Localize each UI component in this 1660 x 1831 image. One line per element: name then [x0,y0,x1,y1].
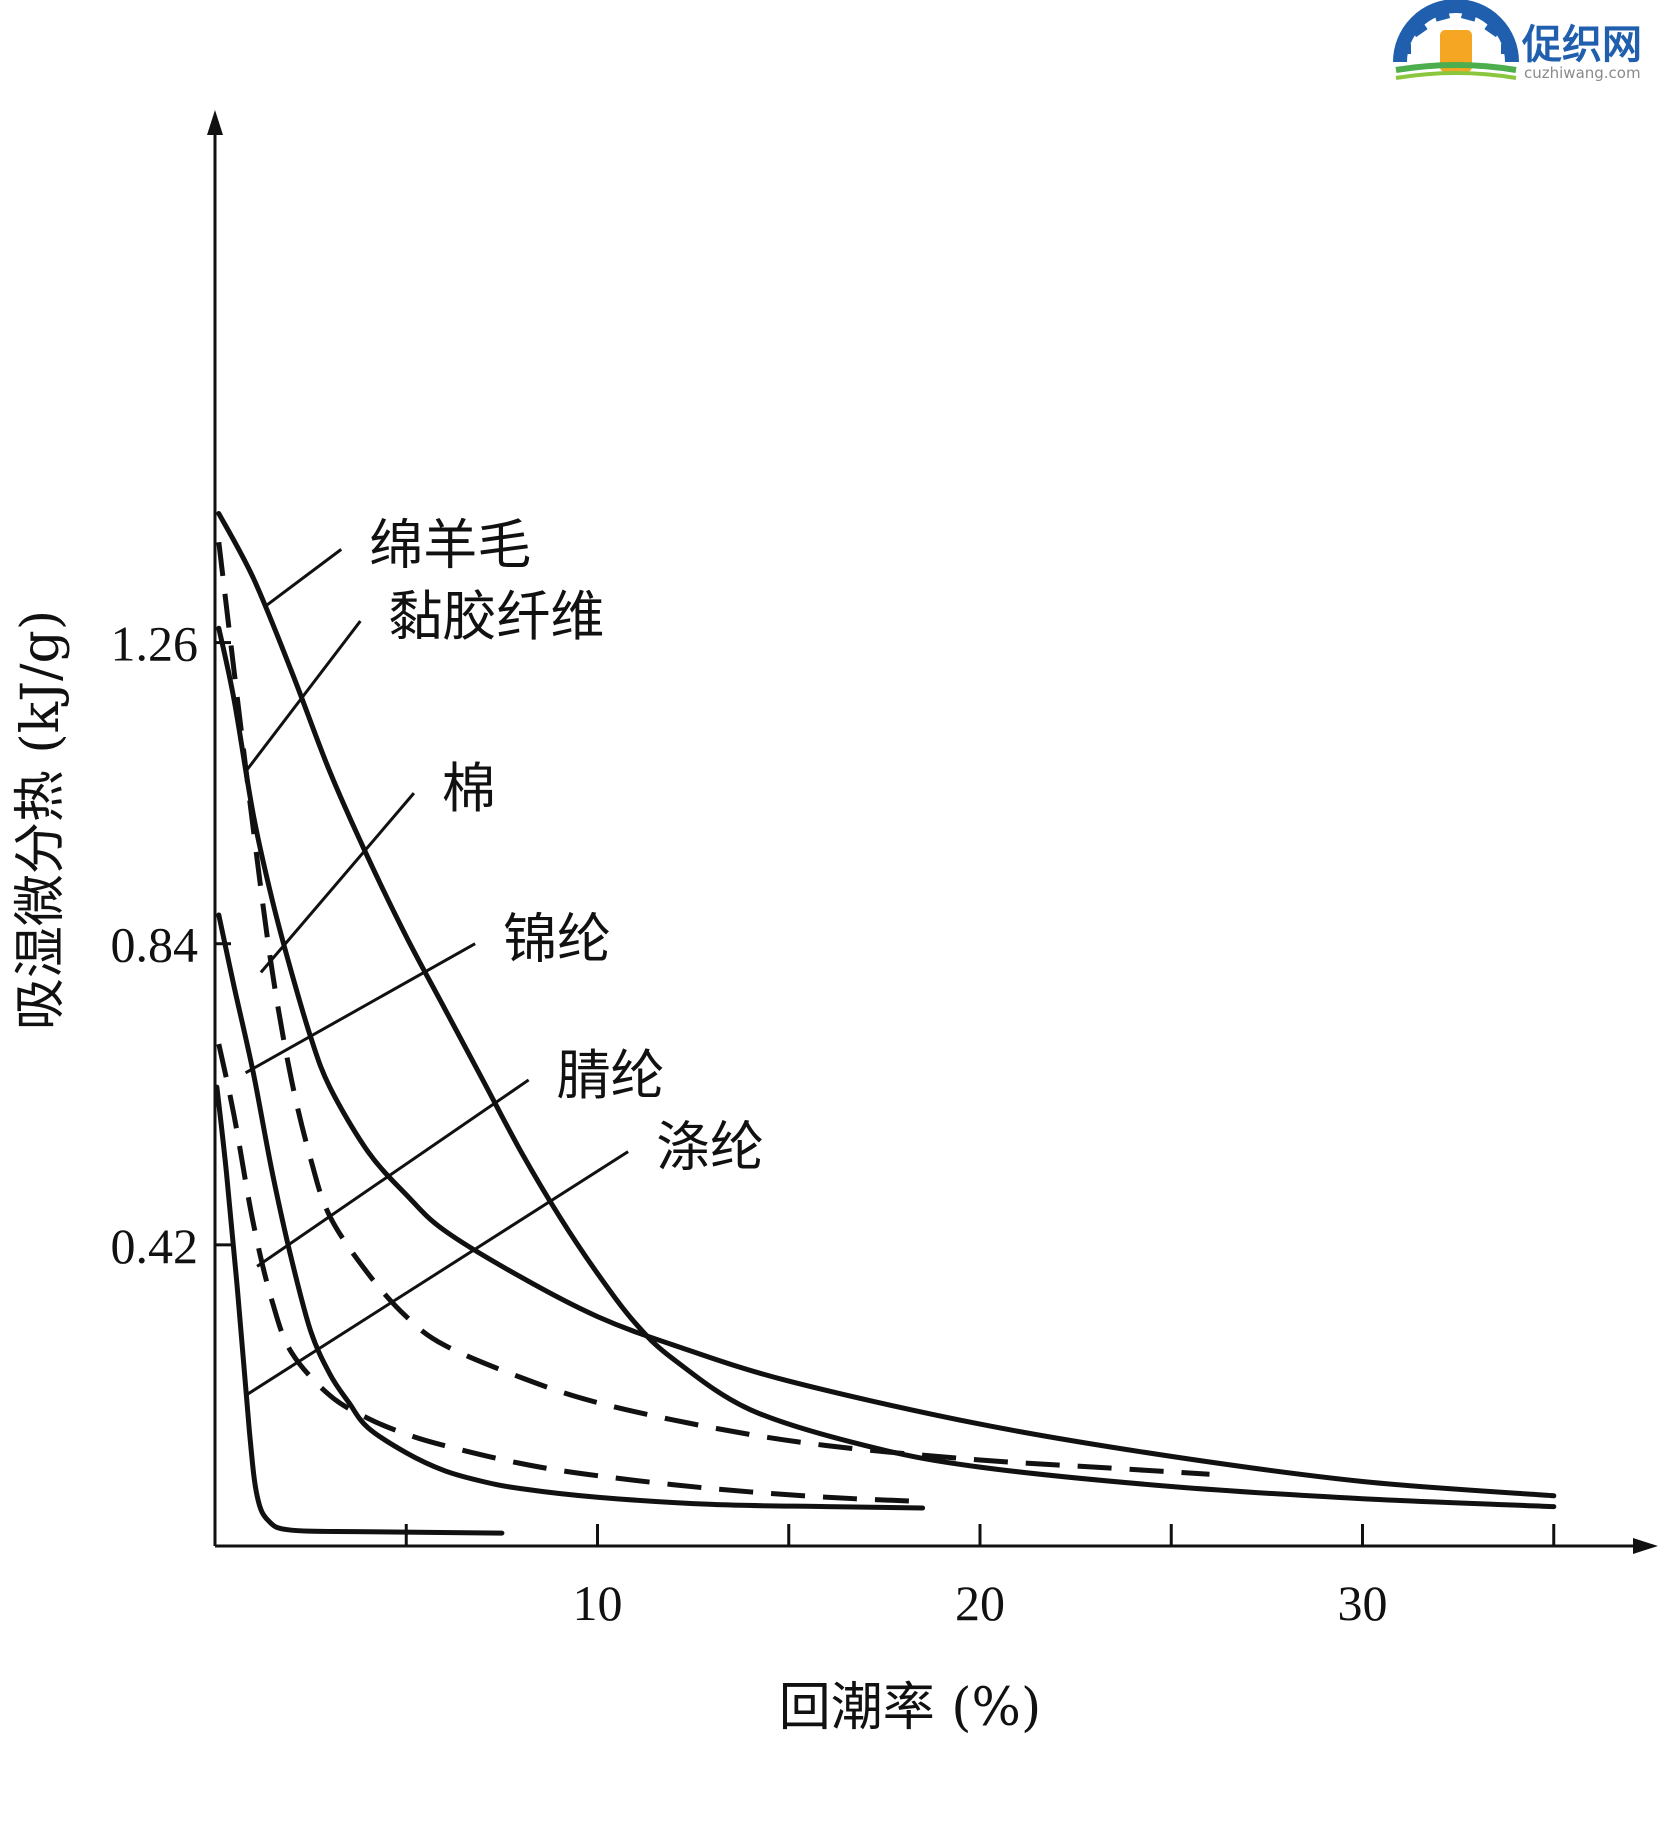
y-tick-label: 1.26 [111,616,199,672]
y-tick-labels: 1.26 0.84 0.42 [111,616,199,1274]
series-line-2 [216,625,1557,1499]
series-line-6 [214,1084,505,1536]
series-label-4: 锦纶 [503,908,611,971]
x-axis-arrow [1633,1538,1658,1554]
callout-line-2 [244,620,362,773]
series-line-3 [216,541,1210,1477]
y-tick-label: 0.84 [111,917,199,973]
x-tick-label: 30 [1338,1575,1388,1631]
y-axis-arrow [207,110,223,135]
series-label-6: 涤纶 [656,1116,764,1179]
x-tick-label: 10 [573,1575,623,1631]
callout-line-4 [244,942,476,1075]
x-ticks [404,1524,1556,1546]
series-label-1: 绵羊毛 [369,513,531,576]
series-label-2: 黏胶纤维 [388,585,604,648]
gear-icon [1393,0,1519,80]
series-label-5: 腈纶 [557,1044,665,1107]
watermark-name: 促织网 [1521,22,1642,68]
callout-line-1 [263,548,343,608]
callout-line-5 [256,1078,530,1268]
callout-line-6 [244,1150,629,1397]
series-line-1 [216,511,1557,1510]
watermark-logo: 促织网 cuzhiwang.com [1393,0,1642,82]
x-tick-label: 20 [955,1575,1005,1631]
x-axis-title: 回潮率 (%) [779,1678,1042,1738]
axes [207,110,1658,1554]
series-group [214,511,1557,1536]
y-tick-label: 0.42 [111,1218,199,1274]
watermark-url: cuzhiwang.com [1524,64,1641,82]
series-line-5 [216,1043,923,1504]
callout-line-3 [259,792,416,974]
y-axis-title: 吸湿微分热 (kJ/g) [11,610,71,1030]
x-tick-labels: 10 20 30 [573,1575,1388,1631]
series-label-3: 棉 [442,757,496,820]
series-line-4 [216,912,926,1511]
